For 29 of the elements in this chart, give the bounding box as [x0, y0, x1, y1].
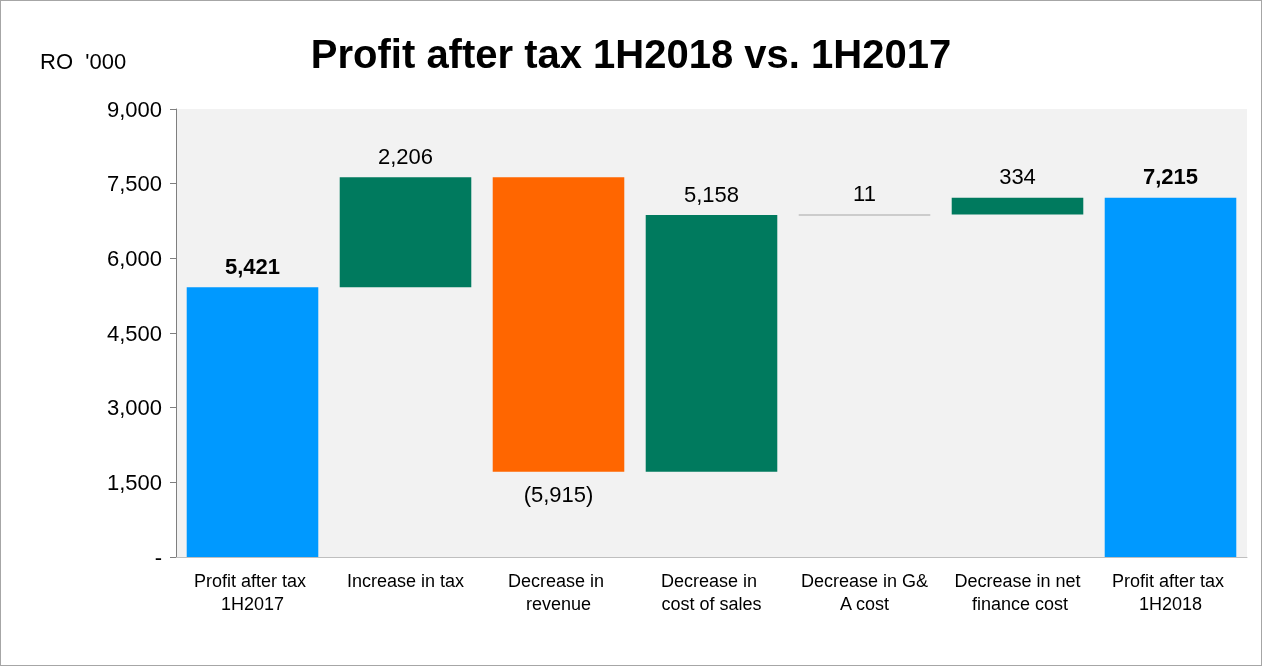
y-tick-label: 9,000: [106, 96, 162, 122]
data-label: 334: [999, 164, 1036, 190]
data-label: 5,421: [224, 253, 281, 279]
bar: [1104, 197, 1237, 557]
bar: [645, 215, 778, 472]
y-tick-label: 3,000: [106, 395, 162, 421]
bar: [951, 197, 1084, 215]
y-tick-label: 4,500: [106, 320, 162, 346]
x-tick-label: Profit after tax 1H2017: [193, 570, 312, 614]
x-tick-label: Decrease in revenue: [507, 570, 610, 614]
data-label: 7,215: [1142, 164, 1199, 190]
data-label: (5,915): [523, 482, 594, 508]
x-tick-label: Decrease in G&A cost: [800, 570, 929, 614]
x-tick-label: Decrease in cost of sales: [660, 570, 763, 614]
bar: [186, 287, 319, 557]
bar: [339, 177, 472, 288]
bar: [492, 177, 625, 472]
x-tick-label: Decrease in net finance cost: [954, 570, 1081, 614]
y-tick-label: 6,000: [106, 245, 162, 271]
y-axis-title: RO '000: [40, 48, 127, 74]
y-tick-label: 1,500: [106, 469, 162, 495]
data-label: 2,206: [377, 143, 434, 169]
y-tick-label: 7,500: [106, 171, 162, 197]
data-label: 11: [853, 180, 876, 206]
x-tick-label: Increase in tax: [346, 570, 465, 591]
chart-title: Profit after tax 1H2018 vs. 1H2017: [310, 32, 952, 76]
y-tick-label: -: [154, 544, 162, 570]
data-label: 5,158: [683, 181, 740, 207]
x-tick-label: Profit after tax 1H2018: [1111, 570, 1230, 614]
